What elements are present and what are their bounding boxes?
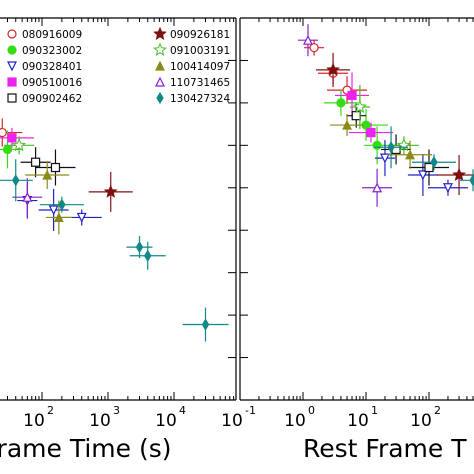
right-point-090902462-0 — [351, 111, 361, 121]
right-x-tick-exponent: 2 — [434, 404, 441, 417]
legend-marker-091003191 — [153, 42, 167, 56]
left-point-091003191-1 — [12, 138, 27, 152]
right-x-tick-label: 10 — [347, 411, 369, 431]
right-point-080916009-0 — [309, 43, 319, 53]
legend-label: 090323002 — [22, 45, 82, 57]
right-x-tick-exponent: 1 — [371, 404, 378, 417]
right-point-090328401-1 — [417, 170, 428, 181]
legend-marker-090926181 — [153, 26, 167, 40]
right-point-100414097-1 — [405, 149, 416, 160]
left-point-130427324-4 — [201, 318, 210, 331]
right-x-axis-label: Rest Frame T — [303, 434, 467, 463]
left-point-090926181-1 — [103, 184, 118, 198]
legend-label: 091003191 — [170, 45, 230, 57]
legend-label: 080916009 — [22, 29, 82, 41]
right-point-130427324-2 — [469, 174, 474, 187]
left-point-130427324-1 — [58, 198, 66, 211]
right-x-tick-exponent: 0 — [308, 404, 315, 417]
legend-marker-090510016 — [7, 77, 17, 87]
right-x-tick-exponent: -1 — [245, 404, 256, 417]
left-x-axis-label: Frame Time (s) — [0, 434, 172, 463]
right-point-130427324-1 — [430, 156, 438, 169]
legend: 080916009 090926181 090323002 091003191 0903… — [7, 26, 230, 105]
left-x-tick-label: 10 — [23, 411, 45, 431]
legend-label: 090510016 — [22, 77, 82, 89]
left-point-090902462-1 — [31, 157, 41, 167]
left-point-100414097-2 — [53, 212, 64, 223]
right-point-090328401-0 — [379, 153, 390, 164]
legend-label: 130427324 — [170, 93, 230, 105]
right-point-090926181-0 — [326, 62, 341, 76]
left-point-090323002-2 — [2, 144, 13, 155]
left-point-110731465-1 — [22, 191, 33, 202]
right-point-090323002-0 — [336, 98, 346, 108]
legend-label: 100414097 — [170, 61, 230, 73]
right-data-marks — [297, 24, 474, 207]
left-point-090328401-1 — [48, 205, 59, 216]
legend-marker-080916009 — [7, 29, 17, 39]
left-x-tick-label: 10 — [155, 411, 177, 431]
left-data-marks — [0, 118, 229, 342]
left-x-tick-label: 10 — [89, 411, 111, 431]
legend-label: 090328401 — [22, 61, 82, 73]
left-x-tick-exponent: 2 — [47, 404, 54, 417]
right-point-090510016-1 — [366, 127, 376, 138]
right-point-130427324-0 — [387, 141, 395, 154]
left-point-100414097-1 — [42, 169, 53, 180]
right-x-tick-label: 10 — [284, 411, 306, 431]
left-point-130427324-0 — [12, 174, 20, 187]
right-point-100414097-0 — [342, 119, 353, 130]
left-point-090902462-2 — [50, 162, 61, 173]
right-point-090328401-2 — [442, 183, 453, 194]
right-point-090510016-0 — [347, 90, 357, 101]
right-point-090926181-1 — [452, 167, 467, 181]
legend-marker-130427324 — [156, 91, 164, 105]
legend-marker-100414097 — [155, 60, 165, 71]
right-x-tick-label: 10 — [410, 411, 432, 431]
legend-label: 090902462 — [22, 93, 82, 105]
legend-label: 110731465 — [170, 77, 230, 89]
left-point-090510016-1 — [7, 133, 17, 143]
left-point-130427324-3 — [144, 249, 152, 262]
right-tick-marks — [239, 17, 474, 401]
legend-marker-090323002 — [7, 45, 17, 55]
right-point-091003191-0 — [352, 99, 367, 113]
legend-marker-090902462 — [7, 93, 17, 103]
left-point-090328401-2 — [76, 212, 87, 223]
legend-marker-090328401 — [7, 61, 17, 72]
legend-label: 090926181 — [170, 29, 230, 41]
left-point-080916009-2 — [0, 127, 7, 138]
right-point-090323002-2 — [372, 140, 382, 150]
legend-marker-110731465 — [155, 76, 165, 87]
right-point-090902462-2 — [424, 162, 434, 173]
right-point-110731465-1 — [372, 182, 383, 193]
right-x-tick-label: 10 — [221, 411, 243, 431]
left-x-tick-exponent: 4 — [179, 404, 186, 417]
left-point-130427324-2 — [135, 240, 144, 254]
left-tick-marks — [6, 17, 236, 401]
right-point-110731465-0 — [303, 34, 313, 45]
left-x-tick-exponent: 3 — [113, 404, 120, 417]
